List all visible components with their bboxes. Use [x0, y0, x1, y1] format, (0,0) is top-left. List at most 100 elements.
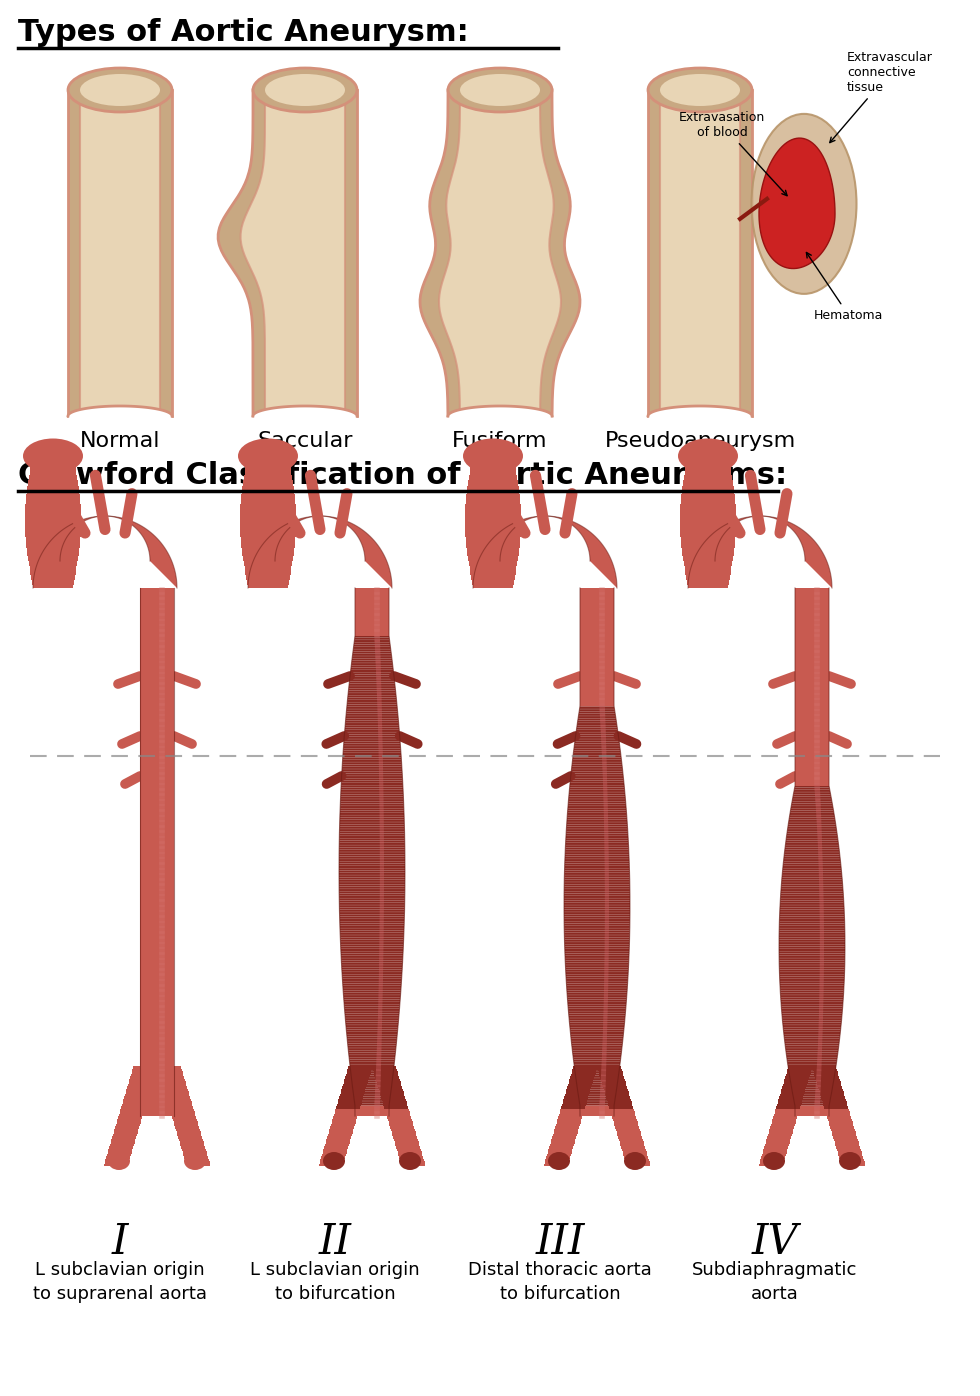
Polygon shape: [551, 1139, 575, 1141]
Polygon shape: [245, 570, 291, 572]
Polygon shape: [240, 518, 296, 521]
Polygon shape: [468, 477, 517, 480]
Polygon shape: [186, 1163, 211, 1166]
Polygon shape: [175, 1128, 200, 1131]
Polygon shape: [840, 1159, 863, 1161]
Polygon shape: [242, 550, 294, 553]
Polygon shape: [140, 907, 174, 909]
Polygon shape: [468, 558, 517, 561]
Polygon shape: [769, 1128, 793, 1131]
Polygon shape: [344, 744, 401, 745]
Polygon shape: [571, 1040, 623, 1041]
Polygon shape: [341, 955, 403, 958]
Polygon shape: [140, 981, 174, 984]
Polygon shape: [545, 1159, 569, 1161]
Polygon shape: [380, 1093, 405, 1096]
Polygon shape: [569, 1019, 625, 1020]
Polygon shape: [344, 1002, 400, 1005]
Polygon shape: [350, 1068, 394, 1071]
Polygon shape: [140, 1074, 174, 1075]
Polygon shape: [140, 1054, 174, 1055]
Polygon shape: [612, 1118, 637, 1121]
Polygon shape: [140, 920, 174, 921]
Polygon shape: [339, 854, 405, 856]
Polygon shape: [244, 561, 292, 564]
Polygon shape: [795, 613, 829, 614]
Polygon shape: [140, 1011, 174, 1012]
Polygon shape: [779, 934, 845, 935]
Polygon shape: [340, 920, 405, 921]
Polygon shape: [687, 579, 729, 582]
Polygon shape: [782, 1012, 842, 1013]
Polygon shape: [575, 736, 618, 738]
Polygon shape: [140, 1086, 174, 1087]
Polygon shape: [115, 1128, 138, 1131]
Polygon shape: [470, 570, 516, 572]
Polygon shape: [346, 719, 399, 720]
Polygon shape: [574, 744, 619, 745]
Polygon shape: [795, 701, 829, 702]
Polygon shape: [565, 842, 628, 845]
Polygon shape: [779, 919, 845, 920]
Polygon shape: [472, 456, 514, 459]
Polygon shape: [789, 1072, 835, 1074]
Polygon shape: [783, 1029, 841, 1032]
Polygon shape: [787, 1068, 811, 1071]
Polygon shape: [374, 1074, 398, 1076]
Polygon shape: [568, 1013, 625, 1015]
Polygon shape: [140, 979, 174, 980]
Polygon shape: [346, 709, 398, 712]
Polygon shape: [140, 667, 174, 669]
Polygon shape: [140, 1051, 174, 1053]
Polygon shape: [683, 558, 733, 561]
Polygon shape: [466, 497, 519, 500]
Polygon shape: [567, 995, 627, 998]
Polygon shape: [772, 1118, 797, 1121]
Polygon shape: [795, 755, 829, 758]
Polygon shape: [25, 507, 80, 510]
Polygon shape: [814, 1074, 838, 1076]
Polygon shape: [140, 609, 174, 611]
Polygon shape: [795, 589, 829, 592]
Polygon shape: [240, 512, 296, 515]
Polygon shape: [680, 507, 736, 510]
Polygon shape: [340, 819, 405, 821]
Polygon shape: [577, 722, 616, 725]
Polygon shape: [831, 1131, 856, 1134]
Polygon shape: [473, 517, 617, 588]
Polygon shape: [140, 856, 174, 859]
Polygon shape: [761, 1156, 785, 1159]
Polygon shape: [165, 1092, 188, 1093]
Polygon shape: [787, 832, 837, 833]
Polygon shape: [353, 652, 391, 653]
Polygon shape: [795, 768, 829, 769]
Polygon shape: [471, 463, 515, 466]
Polygon shape: [386, 1114, 411, 1115]
Polygon shape: [353, 1092, 391, 1093]
Polygon shape: [564, 1093, 589, 1096]
Ellipse shape: [460, 74, 540, 106]
Polygon shape: [140, 946, 174, 948]
Polygon shape: [685, 469, 731, 472]
Polygon shape: [783, 1025, 841, 1026]
Polygon shape: [140, 921, 174, 924]
Polygon shape: [140, 680, 174, 681]
Polygon shape: [580, 1106, 614, 1107]
Polygon shape: [345, 732, 400, 733]
Polygon shape: [572, 1054, 621, 1055]
Polygon shape: [340, 928, 404, 931]
Polygon shape: [580, 604, 614, 606]
Polygon shape: [346, 715, 398, 718]
Polygon shape: [580, 684, 614, 685]
Polygon shape: [784, 1037, 840, 1039]
Polygon shape: [572, 1068, 596, 1071]
Polygon shape: [347, 706, 397, 708]
Polygon shape: [565, 960, 629, 962]
Polygon shape: [570, 780, 624, 782]
Polygon shape: [107, 1153, 130, 1156]
Polygon shape: [567, 1083, 592, 1086]
Polygon shape: [140, 600, 174, 602]
Polygon shape: [344, 736, 400, 738]
Polygon shape: [350, 1062, 394, 1065]
Polygon shape: [604, 1089, 628, 1092]
